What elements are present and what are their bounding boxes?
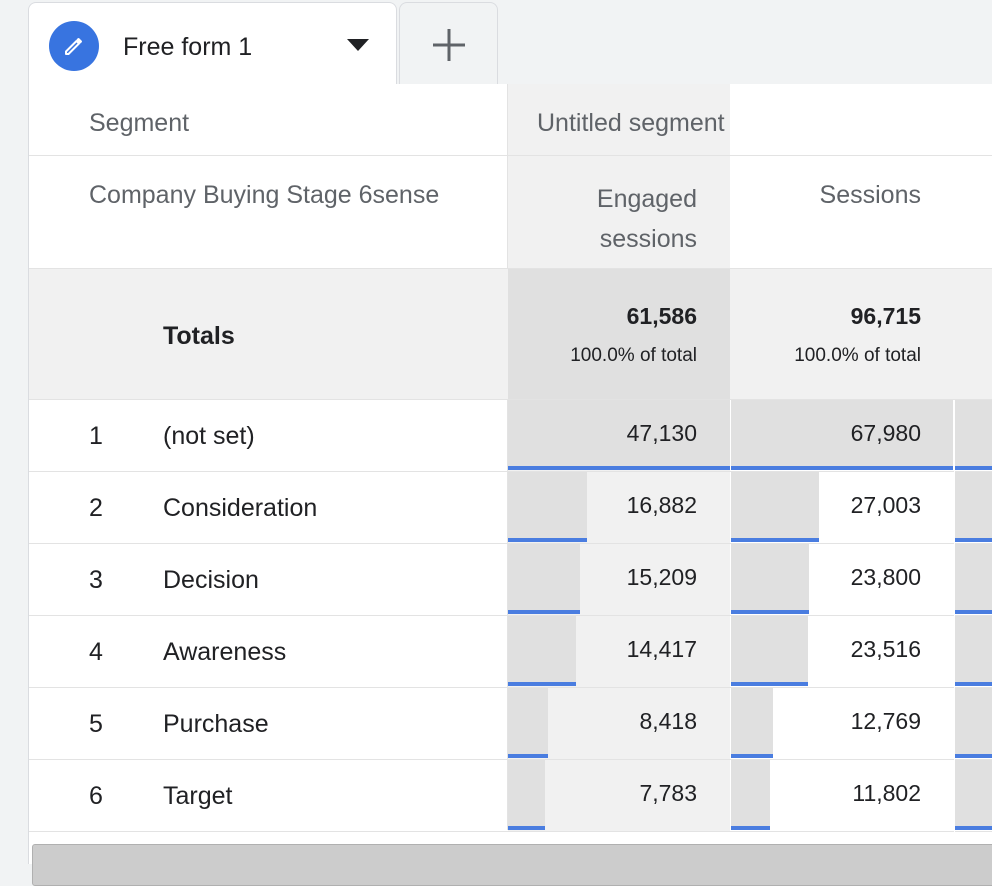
next-column-bar	[955, 760, 992, 828]
row-sessions: 23,800	[850, 564, 921, 590]
plus-icon	[433, 29, 465, 61]
column-divider	[954, 616, 955, 688]
next-column-bar-line	[955, 538, 992, 542]
next-column-bar-line	[955, 754, 992, 758]
engaged-bar	[508, 688, 548, 756]
engaged-bar	[508, 400, 730, 468]
row-dimension-value: Decision	[163, 566, 259, 594]
engaged-bar-line	[508, 826, 545, 830]
table-row[interactable]: 2 Consideration 16,882 27,003	[29, 472, 992, 544]
row-divider	[29, 615, 992, 616]
row-engaged-sessions: 47,130	[626, 420, 697, 446]
row-sessions: 67,980	[850, 420, 921, 446]
sessions-bar-line	[731, 826, 770, 830]
totals-engaged-value: 61,586	[626, 303, 697, 329]
engaged-bar-line	[508, 754, 548, 758]
row-sessions: 23,516	[850, 636, 921, 662]
totals-label: Totals	[163, 322, 235, 350]
row-divider	[29, 687, 992, 688]
engaged-bar	[508, 472, 587, 540]
row-sessions: 27,003	[850, 492, 921, 518]
row-dimension-value: Awareness	[163, 638, 287, 666]
column-divider	[954, 544, 955, 616]
pencil-icon[interactable]	[49, 21, 99, 71]
segment-name[interactable]: Untitled segment	[537, 109, 725, 137]
sessions-bar	[731, 760, 770, 828]
column-divider	[954, 760, 955, 832]
next-column-bar	[955, 688, 992, 756]
sessions-bar	[731, 544, 809, 612]
row-sessions: 12,769	[850, 708, 921, 734]
row-sessions: 11,802	[852, 780, 921, 806]
sessions-bar	[731, 616, 808, 684]
table-row[interactable]: 5 Purchase 8,418 12,769	[29, 688, 992, 760]
column-divider	[954, 472, 955, 544]
column-divider	[954, 688, 955, 760]
next-column-bar-line	[955, 610, 992, 614]
row-rank: 6	[89, 782, 103, 810]
row-engaged-sessions: 8,418	[639, 708, 697, 734]
next-column-bar-line	[955, 466, 992, 470]
totals-sessions-sub: 100.0% of total	[794, 345, 921, 366]
table-row[interactable]: 1 (not set) 47,130 67,980	[29, 400, 992, 472]
table-row[interactable]: 3 Decision 15,209 23,800	[29, 544, 992, 616]
sessions-bar	[731, 688, 773, 756]
tab-label: Free form 1	[123, 33, 253, 61]
row-rank: 3	[89, 566, 103, 594]
column-divider	[954, 400, 955, 472]
column-header-sessions[interactable]: Sessions	[819, 181, 921, 209]
table-row[interactable]: 4 Awareness 14,417 23,516	[29, 616, 992, 688]
dimension-header[interactable]: Company Buying Stage 6sense	[89, 181, 440, 209]
sessions-bar-line	[731, 754, 773, 758]
tab-free-form-1[interactable]: Free form 1	[28, 2, 397, 84]
sessions-bar-line	[731, 466, 953, 470]
next-column-bar-line	[955, 682, 992, 686]
row-divider	[29, 759, 992, 760]
row-rank: 4	[89, 638, 103, 666]
row-engaged-sessions: 16,882	[626, 492, 697, 518]
row-divider	[29, 471, 992, 472]
row-engaged-sessions: 14,417	[626, 636, 697, 662]
row-engaged-sessions: 15,209	[626, 564, 697, 590]
next-column-bar	[955, 400, 992, 468]
row-divider	[29, 831, 992, 832]
row-dimension-value: Purchase	[163, 710, 269, 738]
column-header-engaged-sessions[interactable]: Engaged sessions	[596, 185, 697, 253]
row-dimension-value: Consideration	[163, 494, 318, 522]
exploration-table: Segment Untitled segment Company Buying …	[28, 84, 992, 886]
next-column-bar	[955, 544, 992, 612]
engaged-bar-line	[508, 610, 580, 614]
row-rank: 5	[89, 710, 103, 738]
row-dimension-value: (not set)	[163, 422, 255, 450]
sessions-bar-line	[731, 610, 809, 614]
row-dimension-value: Target	[163, 782, 233, 810]
totals-engaged-sub: 100.0% of total	[570, 345, 697, 366]
engaged-cell-bg	[508, 760, 730, 832]
totals-engaged-highlight	[508, 269, 730, 399]
next-column-bar-line	[955, 826, 992, 830]
add-tab-button[interactable]	[399, 2, 498, 84]
horizontal-scrollbar[interactable]	[32, 844, 992, 886]
engaged-bar-line	[508, 538, 587, 542]
sessions-bar-line	[731, 538, 819, 542]
row-rank: 1	[89, 422, 103, 450]
engaged-bar-line	[508, 682, 576, 686]
engaged-bar	[508, 616, 576, 684]
row-engaged-sessions: 7,783	[639, 780, 697, 806]
engaged-header-bg	[508, 84, 730, 268]
sessions-bar-line	[731, 682, 808, 686]
row-divider	[29, 543, 992, 544]
caret-down-icon[interactable]	[347, 39, 369, 51]
engaged-bar	[508, 544, 580, 612]
totals-sessions-value: 96,715	[850, 303, 921, 329]
table-row[interactable]: 6 Target 7,783 11,802	[29, 760, 992, 832]
engaged-bar	[508, 760, 545, 828]
sessions-bar	[731, 472, 819, 540]
segment-label: Segment	[89, 109, 190, 137]
engaged-bar-line	[508, 466, 730, 470]
row-rank: 2	[89, 494, 103, 522]
sessions-bar	[731, 400, 953, 468]
next-column-bar	[955, 616, 992, 684]
next-column-bar	[955, 472, 992, 540]
